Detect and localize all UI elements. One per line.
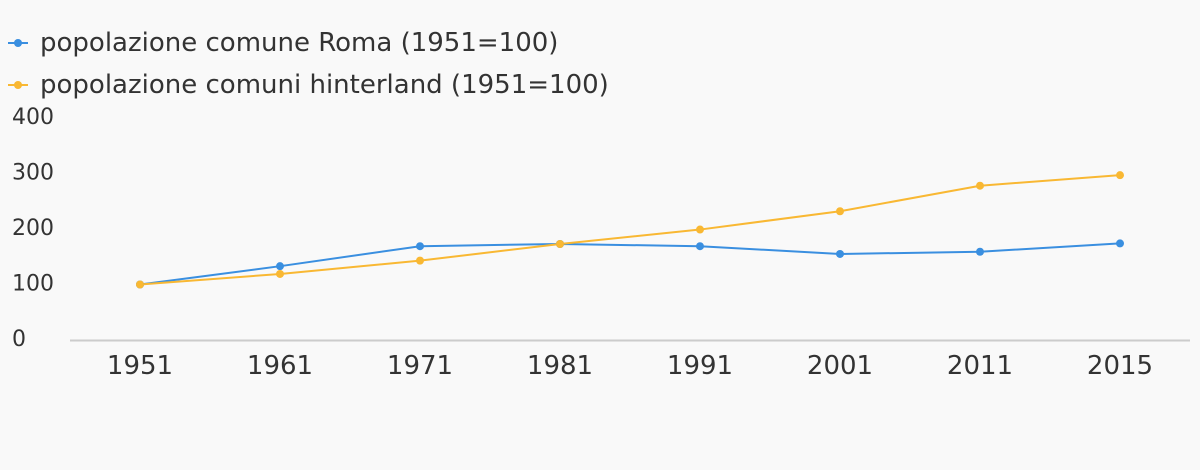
legend-item-roma[interactable]: popolazione comune Roma (1951=100) xyxy=(8,22,609,64)
y-tick-label: 400 xyxy=(12,105,54,130)
chart-legend: popolazione comune Roma (1951=100) popol… xyxy=(8,22,609,106)
legend-label-hinterland: popolazione comuni hinterland (1951=100) xyxy=(40,70,609,100)
data-point-hinterland-2001[interactable] xyxy=(836,207,844,216)
y-tick-label: 300 xyxy=(12,161,54,186)
y-tick-label: 100 xyxy=(12,272,54,297)
series-line-hinterland xyxy=(139,174,1121,286)
x-tick-label: 1991 xyxy=(667,351,733,381)
x-tick-label: 1981 xyxy=(527,351,593,381)
data-point-roma-1961[interactable] xyxy=(276,262,284,271)
x-tick-label: 2011 xyxy=(947,351,1013,381)
x-axis-labels: 1951 1961 1971 1981 1991 2001 2011 2015 xyxy=(107,351,1153,381)
y-tick-label: 0 xyxy=(12,327,26,352)
data-point-roma-1991[interactable] xyxy=(696,242,704,251)
series-line-roma xyxy=(139,242,1121,286)
series-points xyxy=(136,171,1124,289)
y-axis-labels: 0 100 200 300 400 xyxy=(12,105,54,352)
data-point-hinterland-2015[interactable] xyxy=(1116,171,1124,180)
data-point-hinterland-1951[interactable] xyxy=(136,280,144,289)
series-lines xyxy=(139,174,1121,286)
data-point-hinterland-2011[interactable] xyxy=(976,181,984,190)
data-point-hinterland-1981[interactable] xyxy=(556,239,564,248)
data-point-hinterland-1971[interactable] xyxy=(416,256,424,265)
data-point-hinterland-1991[interactable] xyxy=(696,225,704,234)
data-point-roma-2015[interactable] xyxy=(1116,239,1124,248)
data-point-roma-1971[interactable] xyxy=(416,242,424,251)
legend-label-roma: popolazione comune Roma (1951=100) xyxy=(40,28,559,58)
x-tick-label: 2015 xyxy=(1087,351,1153,381)
x-tick-label: 1971 xyxy=(387,351,453,381)
legend-marker-roma-icon xyxy=(8,39,28,47)
data-point-hinterland-1961[interactable] xyxy=(276,269,284,278)
data-point-roma-2011[interactable] xyxy=(976,247,984,256)
y-tick-label: 200 xyxy=(12,216,54,241)
legend-marker-hinterland-icon xyxy=(8,81,28,89)
x-tick-label: 1951 xyxy=(107,351,173,381)
x-tick-label: 2001 xyxy=(807,351,873,381)
x-tick-label: 1961 xyxy=(247,351,313,381)
data-point-roma-2001[interactable] xyxy=(836,249,844,258)
legend-item-hinterland[interactable]: popolazione comuni hinterland (1951=100) xyxy=(8,64,609,106)
